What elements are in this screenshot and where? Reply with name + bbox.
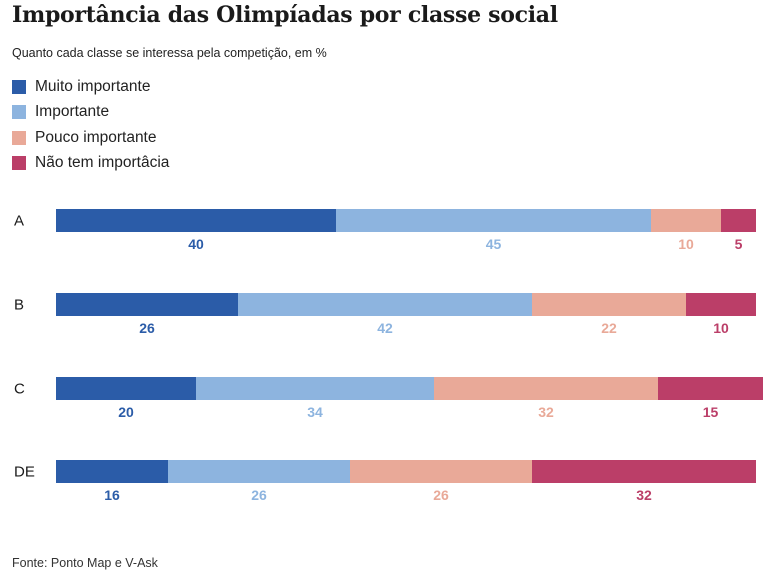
data-label: 40 bbox=[188, 236, 204, 252]
bar-segment bbox=[350, 460, 532, 483]
data-label: 22 bbox=[601, 320, 617, 336]
bar-segment bbox=[336, 209, 651, 232]
data-label: 16 bbox=[104, 487, 120, 503]
bar-segment bbox=[238, 293, 532, 316]
chart-title: Importância das Olimpíadas por classe so… bbox=[12, 2, 558, 28]
bar-segment bbox=[532, 293, 686, 316]
data-label: 20 bbox=[118, 404, 134, 420]
data-label: 26 bbox=[139, 320, 155, 336]
data-label: 10 bbox=[678, 236, 694, 252]
data-label: 32 bbox=[636, 487, 652, 503]
legend-item-pouco-importante: Pouco importante bbox=[12, 125, 169, 151]
bar-segment bbox=[56, 293, 238, 316]
source-note: Fonte: Ponto Map e V-Ask bbox=[12, 556, 158, 570]
legend-item-muito-importante: Muito importante bbox=[12, 74, 169, 100]
category-label-a: A bbox=[14, 213, 24, 230]
legend-swatch bbox=[12, 130, 26, 145]
data-label: 42 bbox=[377, 320, 393, 336]
data-label: 5 bbox=[735, 236, 743, 252]
bar-segment bbox=[721, 209, 756, 232]
data-label: 26 bbox=[433, 487, 449, 503]
bar-segment bbox=[56, 460, 168, 483]
bar-segment bbox=[56, 377, 196, 400]
bar-segment bbox=[651, 209, 721, 232]
data-label: 10 bbox=[713, 320, 729, 336]
chart-subtitle: Quanto cada classe se interessa pela com… bbox=[12, 46, 327, 60]
legend-item-nao-tem-importancia: Não tem importâcia bbox=[12, 151, 169, 177]
data-label: 32 bbox=[538, 404, 554, 420]
data-label: 45 bbox=[486, 236, 502, 252]
category-label-b: B bbox=[14, 297, 24, 314]
legend-swatch bbox=[12, 79, 26, 94]
data-label: 15 bbox=[703, 404, 719, 420]
legend-swatch bbox=[12, 156, 26, 171]
category-label-c: C bbox=[14, 381, 25, 398]
bar-segment bbox=[658, 377, 763, 400]
bar-segment bbox=[434, 377, 658, 400]
bar-segment bbox=[56, 209, 336, 232]
legend-label: Importante bbox=[35, 103, 110, 121]
bar-segment bbox=[196, 377, 434, 400]
legend-item-importante: Importante bbox=[12, 100, 169, 126]
legend-label: Muito importante bbox=[35, 77, 151, 95]
legend: Muito importante Importante Pouco import… bbox=[12, 74, 169, 176]
bar-segment bbox=[168, 460, 350, 483]
legend-label: Não tem importâcia bbox=[35, 154, 170, 172]
legend-label: Pouco importante bbox=[35, 128, 157, 146]
category-label-de: DE bbox=[14, 464, 35, 481]
legend-swatch bbox=[12, 105, 26, 120]
data-label: 34 bbox=[307, 404, 323, 420]
bar-segment bbox=[686, 293, 756, 316]
bar-segment bbox=[532, 460, 756, 483]
data-label: 26 bbox=[251, 487, 267, 503]
